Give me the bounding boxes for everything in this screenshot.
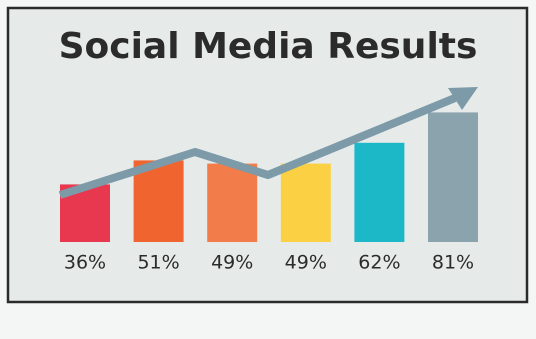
- bar: [207, 163, 258, 242]
- trend-arrowhead: [448, 87, 478, 110]
- trend-arrow: [58, 94, 457, 199]
- value-label: 62%: [358, 252, 400, 274]
- bar: [133, 160, 184, 242]
- value-label: 81%: [432, 252, 474, 274]
- chart-title: Social Media Results: [59, 26, 478, 67]
- value-label: 36%: [64, 252, 106, 274]
- bar: [280, 163, 331, 242]
- bar: [428, 112, 478, 243]
- value-label: 49%: [211, 252, 253, 274]
- bars: [60, 112, 478, 243]
- value-label: 51%: [137, 252, 179, 274]
- value-label: 49%: [285, 252, 327, 274]
- bar: [354, 142, 405, 242]
